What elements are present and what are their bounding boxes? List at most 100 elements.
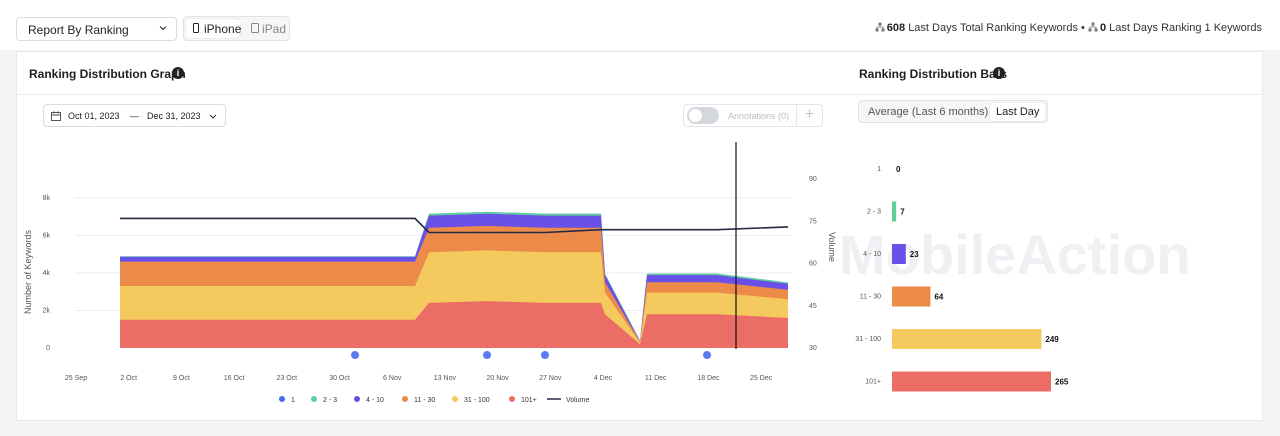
keyword-stats: 608 Last Days Total Ranking Keywords • 0… bbox=[875, 22, 1262, 34]
report-type-value: Report By Ranking bbox=[28, 23, 129, 37]
calendar-icon bbox=[51, 111, 61, 121]
device-tab-label: iPad bbox=[262, 22, 287, 36]
x-tick-label: 13 Nov bbox=[434, 375, 457, 382]
annotation-pin-icon[interactable] bbox=[541, 351, 549, 359]
distribution-bars: 1 0 2 - 3 7 4 - 10 23 11 - 30 64 31 - 100 249 101+… bbox=[855, 165, 1069, 392]
ranking-chart-canvas: MobileAction 0 2k 4k 6k 8k 30 45 60 75 90 25 Sep… bbox=[23, 142, 1191, 404]
x-tick-label: 18 Dec bbox=[697, 375, 720, 382]
y-axis-ticks: 0 2k 4k 6k 8k bbox=[43, 195, 51, 352]
x-tick-label: 20 Nov bbox=[487, 375, 510, 382]
rank1-keywords-label: Last Days Ranking 1 Keywords bbox=[1109, 22, 1262, 34]
device-tab-label: iPhone bbox=[204, 22, 242, 36]
y-tick-label: 6k bbox=[43, 232, 51, 239]
x-tick-label: 2 Oct bbox=[120, 375, 137, 382]
annotations-control: Annotations (0) + bbox=[683, 104, 823, 127]
chart-legend: 1 2 - 3 4 - 10 11 - 30 31 - 100 101+ Volume bbox=[279, 396, 589, 404]
x-tick-label: 27 Nov bbox=[539, 375, 562, 382]
area-series-101+ bbox=[120, 301, 788, 348]
bars-period-toggle: Average (Last 6 months) Last Day bbox=[858, 100, 1048, 123]
hierarchy-icon bbox=[1088, 22, 1098, 32]
bar-category-label: 11 - 30 bbox=[860, 294, 881, 301]
y-tick-label: 2k bbox=[43, 307, 51, 314]
distribution-bar bbox=[892, 371, 1051, 392]
x-tick-label: 23 Oct bbox=[276, 375, 297, 382]
annotation-pin-icon[interactable] bbox=[483, 351, 491, 359]
mobileaction-watermark: MobileAction bbox=[839, 223, 1191, 286]
x-tick-label: 11 Dec bbox=[645, 375, 667, 382]
distribution-bar bbox=[892, 201, 897, 222]
volume-line bbox=[120, 217, 789, 234]
y-axis-title: Number of Keywords bbox=[23, 229, 33, 314]
legend-dot bbox=[311, 396, 317, 402]
hierarchy-icon bbox=[875, 22, 885, 32]
device-tab-ipad[interactable]: iPad bbox=[244, 19, 288, 38]
legend-label: 11 - 30 bbox=[414, 397, 435, 404]
annotation-pin-icon[interactable] bbox=[351, 351, 359, 359]
toggle-knob bbox=[689, 109, 702, 122]
chevron-down-icon bbox=[159, 26, 167, 31]
y2-tick-label: 75 bbox=[809, 218, 817, 225]
tab-average-6-months[interactable]: Average (Last 6 months) bbox=[868, 106, 989, 118]
date-separator: — bbox=[130, 111, 139, 121]
legend-dot bbox=[354, 396, 360, 402]
info-icon[interactable]: i bbox=[172, 67, 184, 79]
bars-title: Ranking Distribution Bars bbox=[859, 67, 1008, 81]
date-range-picker[interactable]: Oct 01, 2023 — Dec 31, 2023 bbox=[43, 104, 226, 127]
annotation-pin-icon[interactable] bbox=[703, 351, 711, 359]
legend-dot bbox=[402, 396, 408, 402]
legend-label: Volume bbox=[566, 397, 589, 404]
x-tick-label: 9 Oct bbox=[173, 375, 190, 382]
legend-label: 31 - 100 bbox=[464, 397, 490, 404]
annotations-toggle[interactable] bbox=[687, 107, 719, 124]
y2-tick-label: 60 bbox=[809, 261, 817, 268]
device-toggle: iPhone iPad bbox=[183, 16, 290, 41]
card-header: Ranking Distribution Graph i Ranking Dis… bbox=[17, 52, 1262, 95]
total-keywords-count: 608 bbox=[886, 22, 906, 34]
add-annotation-button[interactable]: + bbox=[796, 105, 822, 126]
legend-label: 4 - 10 bbox=[366, 397, 384, 404]
bar-value-label: 265 bbox=[1055, 378, 1069, 387]
rank1-keywords-count: 0 bbox=[1099, 22, 1107, 34]
ranking-card: Ranking Distribution Graph i Ranking Dis… bbox=[16, 51, 1263, 421]
x-tick-label: 25 Dec bbox=[750, 375, 773, 382]
x-tick-label: 4 Dec bbox=[594, 375, 613, 382]
y2-axis-ticks: 30 45 60 75 90 bbox=[809, 176, 817, 352]
date-start: Oct 01, 2023 bbox=[68, 111, 120, 121]
distribution-bar bbox=[892, 286, 931, 307]
x-tick-label: 6 Nov bbox=[383, 375, 402, 382]
stats-separator: • bbox=[1081, 22, 1085, 34]
annotation-markers bbox=[351, 351, 711, 359]
legend-dot bbox=[279, 396, 285, 402]
y2-tick-label: 90 bbox=[809, 176, 817, 183]
tablet-icon bbox=[251, 23, 259, 33]
legend-dot bbox=[452, 396, 458, 402]
device-tab-iphone[interactable]: iPhone bbox=[186, 19, 242, 38]
bar-value-label: 249 bbox=[1045, 335, 1059, 344]
x-tick-label: 30 Oct bbox=[329, 375, 350, 382]
y-tick-label: 8k bbox=[43, 195, 51, 202]
y-tick-label: 4k bbox=[43, 270, 51, 277]
report-type-select[interactable]: Report By Ranking bbox=[16, 17, 177, 41]
tab-last-day[interactable]: Last Day bbox=[990, 103, 1045, 121]
legend-label: 101+ bbox=[521, 397, 537, 404]
bar-category-label: 31 - 100 bbox=[855, 336, 881, 343]
bar-category-label: 2 - 3 bbox=[867, 209, 881, 216]
legend-label: 1 bbox=[291, 397, 295, 404]
y2-axis-title: Volume bbox=[827, 232, 837, 262]
volume-line-group bbox=[120, 217, 789, 234]
distribution-bar bbox=[892, 329, 1042, 349]
bar-category-label: 101+ bbox=[865, 379, 881, 386]
x-axis-ticks: 25 Sep 2 Oct 9 Oct 16 Oct 23 Oct 30 Oct 6 Nov 1… bbox=[65, 375, 773, 382]
bar-category-label: 1 bbox=[877, 166, 881, 173]
bar-value-label: 23 bbox=[910, 250, 919, 259]
bar-value-label: 0 bbox=[896, 165, 901, 174]
top-toolbar: Report By Ranking iPhone iPad 608 Last D… bbox=[0, 0, 1280, 50]
chevron-down-icon bbox=[209, 114, 217, 119]
graph-title: Ranking Distribution Graph bbox=[29, 67, 186, 81]
distribution-bar bbox=[892, 244, 906, 264]
y-tick-label: 0 bbox=[46, 345, 50, 352]
info-icon[interactable]: i bbox=[993, 67, 1005, 79]
annotations-label: Annotations (0) bbox=[728, 111, 790, 121]
stacked-areas bbox=[120, 211, 788, 348]
total-keywords-label: Last Days Total Ranking Keywords bbox=[908, 22, 1078, 34]
